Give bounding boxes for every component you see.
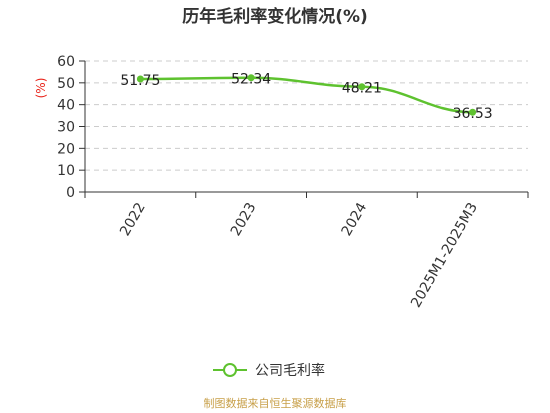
legend[interactable]: 公司毛利率	[213, 362, 325, 379]
x-tick-label: 2025M1-2025M3	[408, 200, 481, 310]
data-point	[136, 75, 144, 83]
data-label: 36.53	[453, 106, 493, 122]
y-tick-label: 10	[57, 163, 75, 179]
legend-label: 公司毛利率	[255, 362, 325, 379]
x-axis-ticks: 2022 2023 2024 2025M1-2025M3	[84, 192, 529, 310]
data-label: 51.75	[120, 73, 160, 89]
y-tick-label: 20	[57, 141, 75, 157]
chart-title: 历年毛利率变化情况(%)	[182, 6, 368, 27]
series-group: 51.75 52.34 48.21 36.53	[120, 72, 492, 123]
x-tick-label: 2023	[228, 200, 260, 239]
x-tick-label: 2024	[339, 200, 371, 239]
legend-marker-icon	[223, 363, 237, 377]
gridlines	[85, 60, 528, 171]
data-point	[358, 83, 366, 91]
series-line	[140, 76, 473, 114]
data-source: 制图数据来自恒生聚源数据库	[204, 396, 347, 410]
x-tick-label: 2022	[117, 200, 149, 239]
y-axis-ticks: 0 10 20 30 40 50 60	[57, 54, 85, 201]
y-tick-label: 60	[57, 54, 75, 70]
data-label: 52.34	[231, 72, 271, 88]
y-tick-label: 50	[57, 76, 75, 92]
data-label: 48.21	[342, 81, 382, 97]
y-tick-label: 40	[57, 98, 75, 114]
data-point	[247, 74, 255, 82]
data-point	[469, 108, 477, 116]
y-axis-unit: (%)	[34, 78, 48, 99]
y-tick-label: 0	[66, 185, 75, 201]
y-tick-label: 30	[57, 120, 75, 136]
